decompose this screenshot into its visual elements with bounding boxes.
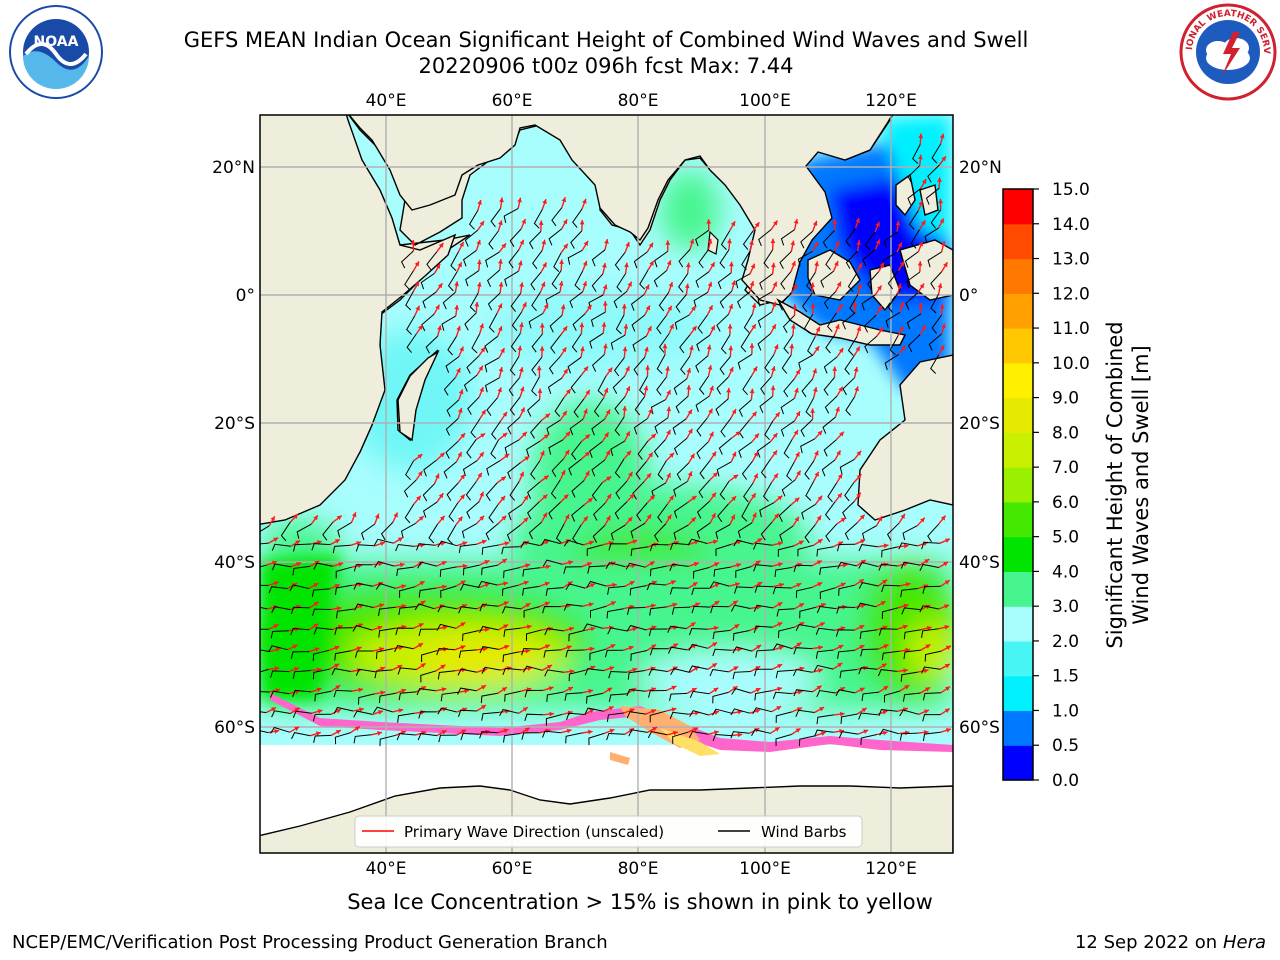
- colorbar-tick-label: 0.0: [1052, 771, 1079, 791]
- colorbar-segment: [1003, 293, 1033, 329]
- colorbar-segment: [1003, 571, 1033, 607]
- colorbar-segment: [1003, 223, 1033, 260]
- lon-label-top: 100°E: [739, 91, 791, 111]
- colorbar-segment: [1003, 606, 1033, 642]
- vector-layer: [260, 133, 952, 747]
- footer-date: 12 Sep 2022 on Hera: [1075, 932, 1266, 953]
- forecast-info: 20220906 t00z 096h fcst Max: 7.44: [418, 54, 794, 78]
- colorbar-tick-label: 8.0: [1052, 423, 1079, 443]
- colorbar-tick-label: 0.5: [1052, 736, 1079, 756]
- noaa-logo-text: NOAA: [34, 34, 79, 50]
- colorbar-tick-label: 6.0: [1052, 493, 1079, 513]
- colorbar-segment: [1003, 258, 1033, 294]
- lat-label-left: 60°S: [214, 718, 255, 738]
- colorbar-title-line2: Wind Waves and Swell [m]: [1129, 345, 1153, 625]
- lon-label-top: 60°E: [492, 91, 533, 111]
- colorbar-segment: [1003, 745, 1033, 781]
- footer-date-text: 12 Sep 2022 on: [1074, 932, 1218, 953]
- colorbar-tick-label: 13.0: [1052, 250, 1090, 270]
- wave-height-field: [260, 115, 953, 745]
- lat-label-right: 0°: [959, 286, 978, 306]
- lat-label-left: 0°: [236, 286, 255, 306]
- colorbar-tick-label: 12.0: [1052, 284, 1090, 304]
- lon-label-bottom: 40°E: [366, 859, 407, 879]
- colorbar: 0.0 0.5 1.0 1.5 2.0 3.0 4.0 5.0 6.0 7.0 8.0 9.0 10.0…: [1002, 180, 1090, 791]
- colorbar-segment: [1003, 501, 1033, 538]
- lon-label-bottom: 100°E: [739, 859, 791, 879]
- colorbar-tick-label: 11.0: [1052, 319, 1090, 339]
- lon-label-bottom: 80°E: [618, 859, 659, 879]
- lat-label-right: 20°S: [959, 414, 1000, 434]
- colorbar-segment: [1003, 189, 1033, 225]
- colorbar-tick-label: 14.0: [1052, 215, 1090, 235]
- colorbar-segment: [1003, 328, 1033, 364]
- colorbar-tick-label: 3.0: [1052, 597, 1079, 617]
- footer-machine: Hera: [1222, 932, 1266, 953]
- sea-ice-note: Sea Ice Concentration > 15% is shown in …: [347, 890, 933, 914]
- chart-title: GEFS MEAN Indian Ocean Significant Heigh…: [183, 28, 1029, 52]
- colorbar-title-line1: Significant Height of Combined: [1103, 321, 1127, 649]
- lon-label-top: 80°E: [618, 91, 659, 111]
- lat-label-left: 40°S: [214, 553, 255, 573]
- legend-label-wave-direction: Primary Wave Direction (unscaled): [404, 823, 664, 841]
- colorbar-segment: [1003, 710, 1033, 746]
- map-legend: Primary Wave Direction (unscaled) Wind B…: [354, 815, 863, 848]
- lightning-icon: [1222, 32, 1240, 76]
- map-frame: [259, 114, 954, 854]
- lon-label-bottom: 60°E: [492, 859, 533, 879]
- colorbar-tick-label: 5.0: [1052, 528, 1079, 548]
- lon-label-top: 120°E: [865, 91, 917, 111]
- lon-label-bottom: 120°E: [865, 859, 917, 879]
- colorbar-tick-label: 1.0: [1052, 701, 1079, 721]
- colorbar-tick-label: 10.0: [1052, 354, 1090, 374]
- graticule: [260, 115, 953, 853]
- colorbar-tick-label: 15.0: [1052, 180, 1090, 200]
- colorbar-tick-label: 9.0: [1052, 389, 1079, 409]
- colorbar-segment: [1003, 467, 1033, 503]
- colorbar-segment: [1003, 640, 1033, 677]
- colorbar-tick-label: 7.0: [1052, 458, 1079, 478]
- colorbar-segment: [1003, 675, 1033, 712]
- lat-label-left: 20°S: [214, 414, 255, 434]
- lat-label-right: 60°S: [959, 718, 1000, 738]
- nws-logo: NATIONAL WEATHER SERVICE: [1178, 2, 1277, 101]
- lat-label-left: 20°N: [212, 158, 255, 178]
- noaa-logo: NOAA: [9, 5, 103, 99]
- footer-credit: NCEP/EMC/Verification Post Processing Pr…: [12, 932, 608, 953]
- colorbar-segment: [1003, 536, 1033, 573]
- map-panel: [260, 115, 953, 853]
- colorbar-tick-label: 4.0: [1052, 562, 1079, 582]
- colorbar-tick-label: 1.5: [1052, 667, 1079, 687]
- lat-label-right: 40°S: [959, 553, 1000, 573]
- lat-label-right: 20°N: [959, 158, 1002, 178]
- colorbar-title: Significant Height of Combined Wind Wave…: [1102, 321, 1154, 648]
- colorbar-segment: [1003, 397, 1033, 433]
- colorbar-tick-label: 2.0: [1052, 632, 1079, 652]
- colorbar-segment: [1003, 362, 1033, 399]
- colorbar-segment: [1003, 432, 1033, 468]
- lon-label-top: 40°E: [366, 91, 407, 111]
- legend-label-wind-barbs: Wind Barbs: [761, 823, 847, 841]
